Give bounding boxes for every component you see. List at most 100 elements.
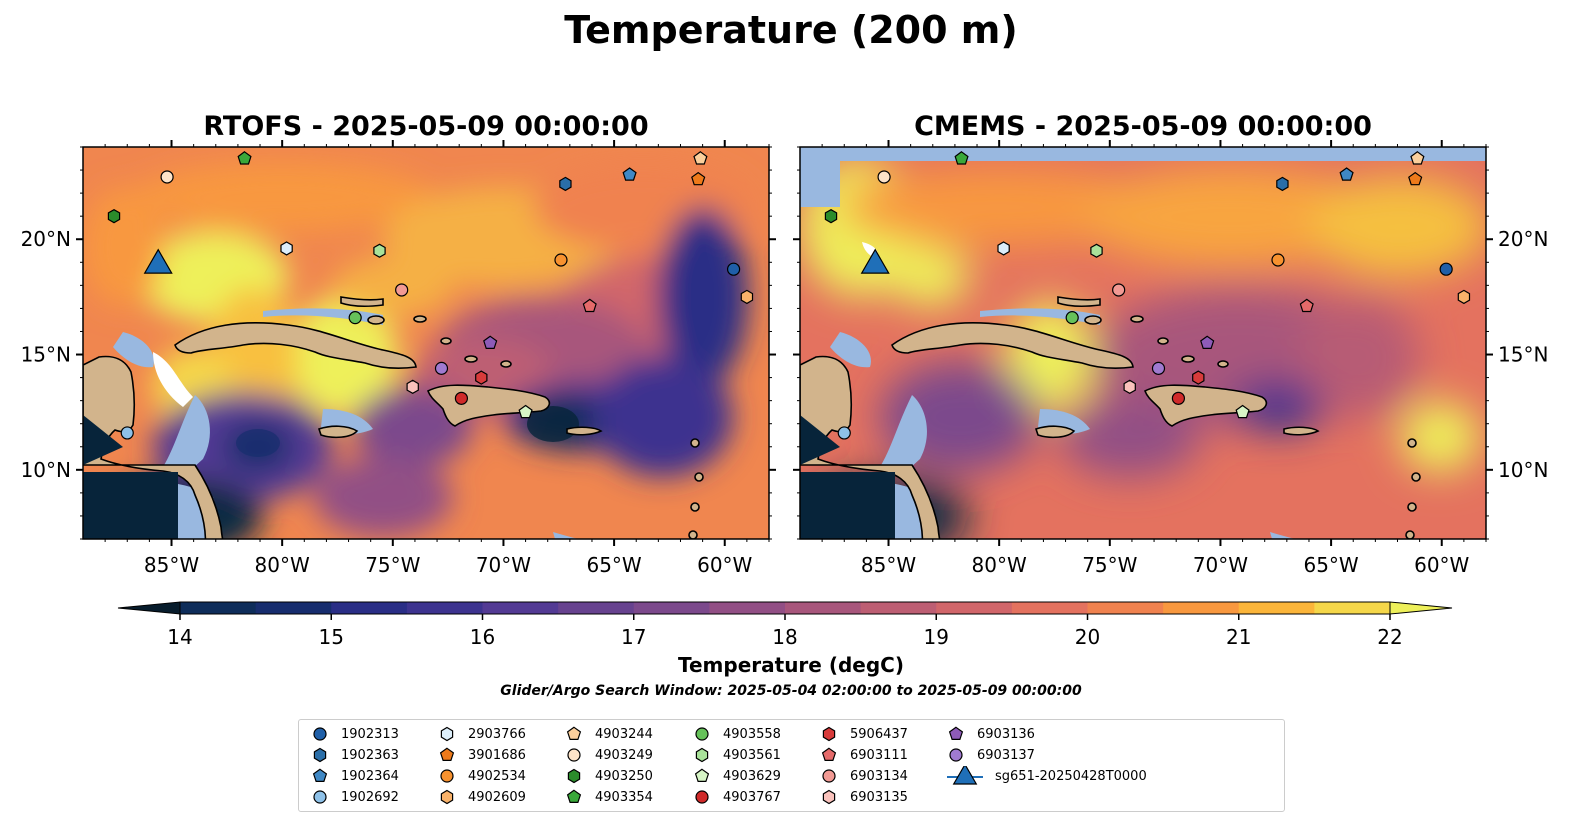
legend-symbol-icon <box>566 789 582 803</box>
float-marker-4903250 <box>107 209 121 224</box>
float-marker-6903136 <box>1200 335 1215 349</box>
legend-label: 4903767 <box>723 789 781 805</box>
float-marker-6903137 <box>1151 361 1166 375</box>
colorbar-title: Temperature (degC) <box>678 653 904 677</box>
legend-marker-icon <box>948 726 964 740</box>
legend-label: 4903561 <box>723 747 781 763</box>
float-marker-4902609 <box>1457 289 1471 305</box>
legend-symbol-icon <box>822 769 836 783</box>
float-marker-4903561 <box>1090 243 1103 258</box>
colorbar-tick-label: 16 <box>470 625 495 649</box>
glider-marker <box>860 248 890 274</box>
legend-label: sg651-20250428T0000 <box>995 768 1147 784</box>
legend-label: 1902313 <box>341 726 399 742</box>
colorbar-segment <box>633 602 710 614</box>
colorbar-segment <box>255 602 332 614</box>
lon-tick-label: 85°W <box>144 553 199 577</box>
float-marker-3901686 <box>1408 171 1423 186</box>
legend-symbol-icon <box>567 748 581 762</box>
colorbar-tick-label: 17 <box>621 625 646 649</box>
legend-label: 5906437 <box>850 726 908 742</box>
legend-marker-icon <box>440 726 454 742</box>
float-marker-1902692 <box>837 426 851 440</box>
legend-marker-icon <box>313 747 327 763</box>
colorbar-tick-label: 20 <box>1075 625 1100 649</box>
legend-symbol-icon <box>440 769 454 783</box>
colorbar-tick-label: 21 <box>1226 625 1251 649</box>
colorbar-tick-label: 14 <box>167 625 192 649</box>
float-marker-1902363 <box>559 176 572 192</box>
float-marker-4902534 <box>1271 253 1285 267</box>
float-marker-6903137 <box>434 361 449 375</box>
legend-item: 1902313 <box>311 724 399 744</box>
float-marker-1902313 <box>726 262 741 276</box>
lon-tick-label: 80°W <box>255 553 310 577</box>
colorbar-segment <box>558 602 635 614</box>
lat-tick-label: 15°N <box>1498 343 1548 367</box>
float-marker-6903136 <box>483 335 498 349</box>
legend-marker-icon <box>567 768 581 784</box>
colorbar-segment <box>1238 602 1315 614</box>
panel-title-cmems: CMEMS - 2025-05-09 00:00:00 <box>914 111 1372 142</box>
legend-label: 4903629 <box>723 768 781 784</box>
legend-item: 6903134 <box>820 766 908 786</box>
panel-title-rtofs: RTOFS - 2025-05-09 00:00:00 <box>203 111 649 142</box>
legend-item: 5906437 <box>820 724 908 744</box>
lon-tick-label: 65°W <box>1303 553 1358 577</box>
legend-label: 6903134 <box>850 768 908 784</box>
float-marker-4903354 <box>237 151 252 165</box>
legend-symbol-icon <box>312 768 328 782</box>
legend-item: 2903766 <box>438 724 526 744</box>
float-marker-6903134 <box>1112 283 1126 297</box>
legend-marker-icon <box>439 747 455 761</box>
legend-item: 4903250 <box>565 766 653 786</box>
colorbar-segment <box>1011 602 1088 614</box>
colorbar-segment <box>936 602 1013 614</box>
float-marker-4903244 <box>1410 151 1425 165</box>
legend-symbol-icon <box>439 747 455 761</box>
legend-marker-icon <box>566 726 582 740</box>
legend-symbol-icon <box>948 726 964 740</box>
legend-symbol-icon <box>440 789 454 805</box>
legend-item: 6903137 <box>947 745 1035 765</box>
float-marker-6903111 <box>1299 298 1314 313</box>
legend-symbol-icon <box>313 727 327 741</box>
float-marker-4902609 <box>740 289 754 305</box>
legend-item: 4902609 <box>438 787 526 807</box>
legend-label: 1902363 <box>341 747 399 763</box>
colorbar-segment <box>331 602 408 614</box>
legend-symbol-icon <box>440 726 454 742</box>
float-marker-4903558 <box>1065 311 1079 325</box>
legend-label: 6903137 <box>977 747 1035 763</box>
legend-symbol-icon <box>822 789 836 805</box>
legend-symbol-icon <box>949 748 963 762</box>
legend-label: 4902534 <box>468 768 526 784</box>
legend-marker-icon <box>694 768 710 782</box>
colorbar-segment <box>1087 602 1164 614</box>
legend-item: 4902534 <box>438 766 526 786</box>
lat-tick-label: 10°N <box>1498 458 1548 482</box>
legend-label: 1902364 <box>341 768 399 784</box>
legend-marker-icon <box>566 789 582 803</box>
legend-label: 6903135 <box>850 789 908 805</box>
map-panel-cmems <box>800 147 1486 539</box>
legend-item: sg651-20250428T0000 <box>947 766 1147 786</box>
legend-label: 4903250 <box>595 768 653 784</box>
legend-marker-icon <box>822 789 836 805</box>
colorbar-tick-label: 22 <box>1377 625 1402 649</box>
legend-marker-icon <box>440 789 454 805</box>
float-marker-4903354 <box>954 151 969 165</box>
colorbar-max-extension <box>1389 601 1453 615</box>
legend-symbol-icon <box>567 768 581 784</box>
float-marker-4903629 <box>518 404 533 419</box>
float-marker-6903135 <box>406 379 419 394</box>
legend-marker-icon <box>947 766 983 785</box>
legend-marker-icon <box>695 747 709 763</box>
float-marker-2903766 <box>280 241 293 256</box>
legend-marker-icon <box>822 769 836 783</box>
float-marker-4903629 <box>1235 404 1250 419</box>
lon-tick-label: 80°W <box>972 553 1027 577</box>
legend-item: 4903354 <box>565 787 653 807</box>
legend-marker-icon <box>949 748 963 762</box>
legend-item: 1902363 <box>311 745 399 765</box>
